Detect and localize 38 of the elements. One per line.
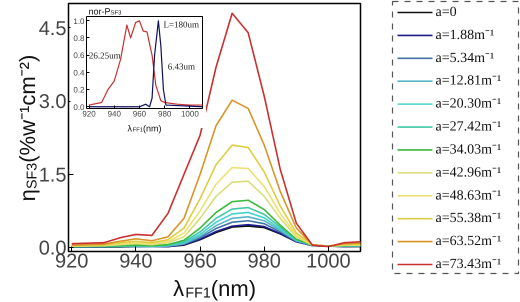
x-tick-label: 980 [248,250,281,272]
legend-label: a=73.43m⁻¹ [436,257,502,272]
annotation: 6.43um [168,62,195,72]
y-tick-label: 0.0 [73,102,86,112]
line-series [70,166,360,247]
legend-label: a=5.34m⁻¹ [436,50,494,66]
y-tick-label: 1.0 [73,16,86,26]
x-axis-title: λFF1(nm) [173,276,256,302]
x-tick-label: 1000 [306,250,351,272]
legend-label: a=27.42m⁻¹ [436,120,502,135]
legend-label: a=34.03m⁻¹ [436,142,502,158]
legend-label: a=1.88m⁻¹ [436,28,494,43]
x-tick-label: 960 [183,250,217,272]
x-tick-label: 940 [108,110,122,118]
legend-label: a=55.38m⁻¹ [436,211,502,226]
x-tick-label: 940 [119,250,153,272]
x-tick-label: 920 [82,110,96,118]
x-tick-label: 980 [158,110,172,118]
legend-label: a=20.30m⁻¹ [436,96,502,112]
annotation: 26.25um [88,50,121,61]
annotation: L=180um [163,19,200,30]
y-tick-label: 0.6 [73,51,86,60]
legend-label: a=0 [436,5,457,20]
legend-label: a=42.96m⁻¹ [436,165,502,180]
y-axis-title: ηSF3(%w⁻¹cm⁻²) [15,54,40,202]
x-tick-label: 1000 [180,110,200,118]
line-series [70,144,360,247]
y-tick-label: 0.2 [73,86,86,95]
y-tick-label: 4.5 [38,18,67,40]
y-tick-label: 3.0 [38,91,67,114]
line-series [70,99,360,247]
legend-label: a=63.52m⁻¹ [436,234,502,250]
legend-label: a=48.63m⁻¹ [436,188,502,204]
x-tick-label: 960 [132,110,147,118]
y-tick-label: 1.5 [38,164,67,186]
legend-label: a=12.81m⁻¹ [436,74,502,89]
y-tick-label: 0.4 [73,68,86,78]
y-tick-label: 0.8 [73,34,86,43]
